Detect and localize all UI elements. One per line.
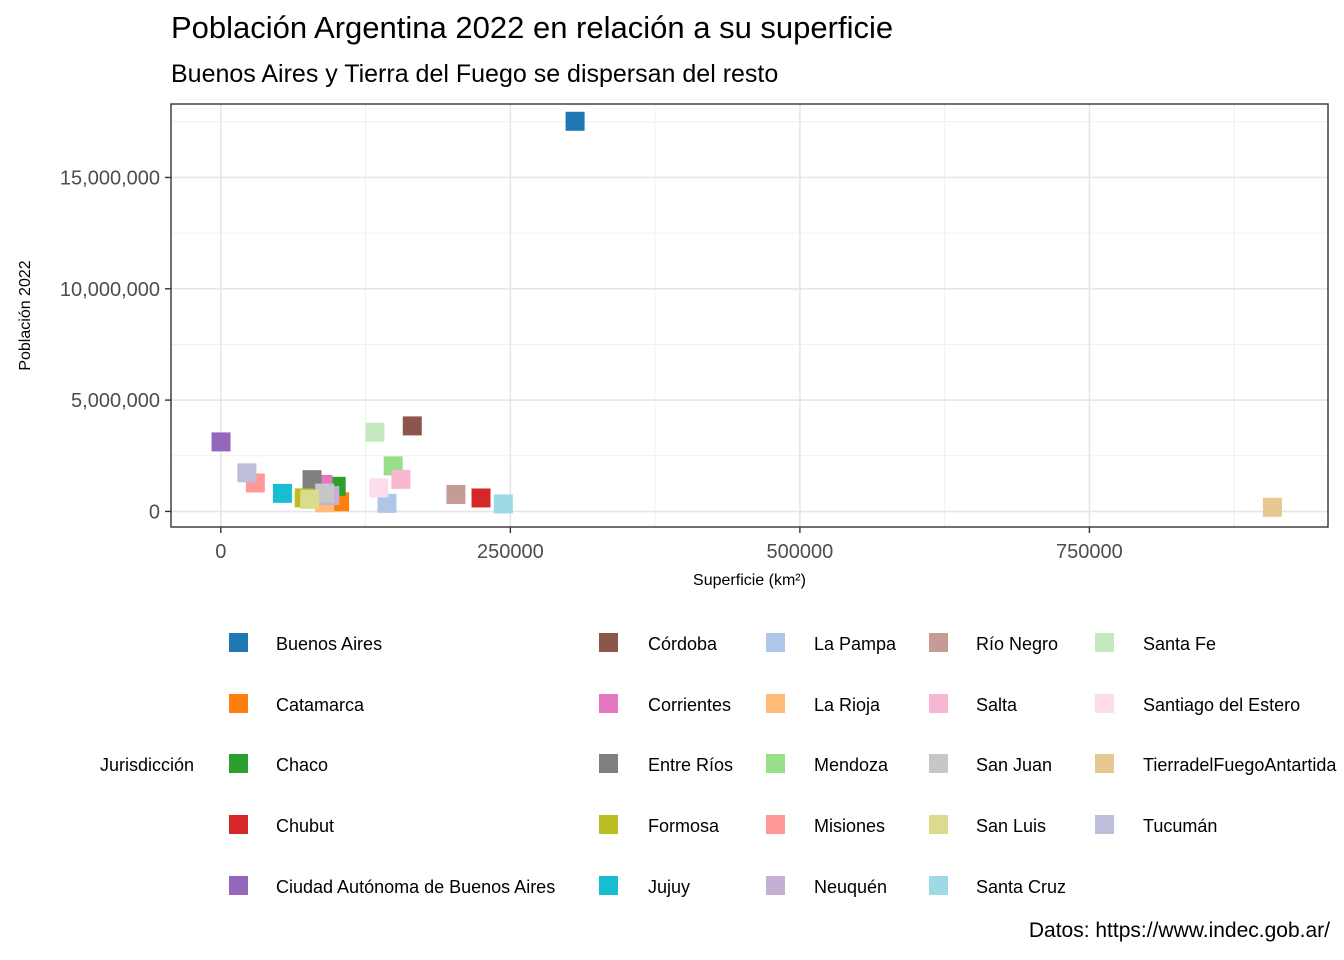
legend-label: Santa Cruz bbox=[976, 877, 1066, 897]
x-tick-label: 500000 bbox=[767, 541, 834, 563]
data-point bbox=[377, 493, 397, 513]
legend-label: Jujuy bbox=[648, 877, 690, 897]
legend-key bbox=[599, 876, 618, 895]
legend-label: San Luis bbox=[976, 816, 1046, 836]
legend-label: Santa Fe bbox=[1143, 634, 1216, 654]
legend-label: Corrientes bbox=[648, 695, 731, 715]
data-points bbox=[211, 111, 1282, 517]
legend-label: Chaco bbox=[276, 755, 328, 775]
data-point bbox=[300, 489, 320, 509]
legend-key bbox=[1095, 633, 1114, 652]
legend-key bbox=[929, 754, 948, 773]
data-point bbox=[272, 483, 292, 503]
legend-label: Río Negro bbox=[976, 634, 1058, 654]
x-tick-label: 250000 bbox=[477, 541, 544, 563]
data-point bbox=[315, 483, 335, 503]
legend-key bbox=[929, 633, 948, 652]
legend-key bbox=[229, 815, 248, 834]
axes: 0 250000 500000 750000 0 5,000,000 10,000,000 1… bbox=[60, 167, 1123, 563]
legend-label: San Juan bbox=[976, 755, 1052, 775]
data-point bbox=[402, 416, 422, 436]
data-point bbox=[237, 463, 257, 483]
legend-key bbox=[599, 694, 618, 713]
y-tick-label: 15,000,000 bbox=[60, 167, 160, 189]
legend-label: Catamarca bbox=[276, 695, 365, 715]
legend-label: Neuquén bbox=[814, 877, 887, 897]
legend-label: Chubut bbox=[276, 816, 334, 836]
legend-key bbox=[1095, 694, 1114, 713]
legend-label: Ciudad Autónoma de Buenos Aires bbox=[276, 877, 555, 897]
legend-key bbox=[599, 754, 618, 773]
y-tick-label: 10,000,000 bbox=[60, 279, 160, 301]
legend-key bbox=[229, 694, 248, 713]
legend-label: Entre Ríos bbox=[648, 755, 733, 775]
data-point bbox=[493, 494, 513, 514]
legend-key bbox=[599, 815, 618, 834]
data-point bbox=[391, 469, 411, 489]
legend-key bbox=[766, 633, 785, 652]
data-point bbox=[1262, 497, 1282, 517]
legend-key bbox=[929, 815, 948, 834]
y-tick-label: 0 bbox=[149, 501, 160, 523]
data-point bbox=[565, 111, 585, 131]
grid-lines bbox=[171, 104, 1328, 527]
chart-subtitle: Buenos Aires y Tierra del Fuego se dispe… bbox=[171, 60, 779, 88]
legend-label: Córdoba bbox=[648, 634, 718, 654]
legend-label: Buenos Aires bbox=[276, 634, 382, 654]
chart-caption: Datos: https://www.indec.gob.ar/ bbox=[1028, 919, 1330, 942]
legend-key bbox=[229, 754, 248, 773]
legend-key bbox=[766, 694, 785, 713]
legend-label: Mendoza bbox=[814, 755, 889, 775]
legend-key bbox=[1095, 815, 1114, 834]
legend-label: Santiago del Estero bbox=[1143, 695, 1300, 715]
legend-key bbox=[599, 633, 618, 652]
data-point bbox=[211, 432, 231, 452]
legend-key bbox=[766, 754, 785, 773]
legend-label: Formosa bbox=[648, 816, 720, 836]
data-point bbox=[471, 488, 491, 508]
x-tick-label: 0 bbox=[215, 541, 226, 563]
data-point bbox=[446, 484, 466, 504]
legend-label: La Pampa bbox=[814, 634, 897, 654]
chart-title: Población Argentina 2022 en relación a s… bbox=[171, 10, 894, 45]
legend-label: Misiones bbox=[814, 816, 885, 836]
legend-key bbox=[1095, 754, 1114, 773]
legend-label: La Rioja bbox=[814, 695, 881, 715]
legend-label: Tucumán bbox=[1143, 816, 1217, 836]
legend-title: Jurisdicción bbox=[100, 755, 194, 775]
y-axis-title: Población 2022 bbox=[17, 260, 34, 370]
legend-key bbox=[766, 876, 785, 895]
legend-key bbox=[229, 876, 248, 895]
legend-key bbox=[766, 815, 785, 834]
y-tick-label: 5,000,000 bbox=[71, 390, 160, 412]
x-axis-title: Superficie (km²) bbox=[693, 572, 806, 589]
legend-label: Salta bbox=[976, 695, 1018, 715]
legend-label: TierradelFuegoAntartida bbox=[1143, 755, 1337, 775]
data-point bbox=[369, 478, 389, 498]
plot-panel-border bbox=[170, 103, 1329, 528]
x-tick-label: 750000 bbox=[1056, 541, 1123, 563]
legend: Buenos Aires Catamarca Chaco Chubut Ciudad A… bbox=[229, 633, 1337, 897]
legend-key bbox=[929, 876, 948, 895]
legend-key bbox=[929, 694, 948, 713]
legend-key bbox=[229, 633, 248, 652]
data-point bbox=[365, 422, 385, 442]
